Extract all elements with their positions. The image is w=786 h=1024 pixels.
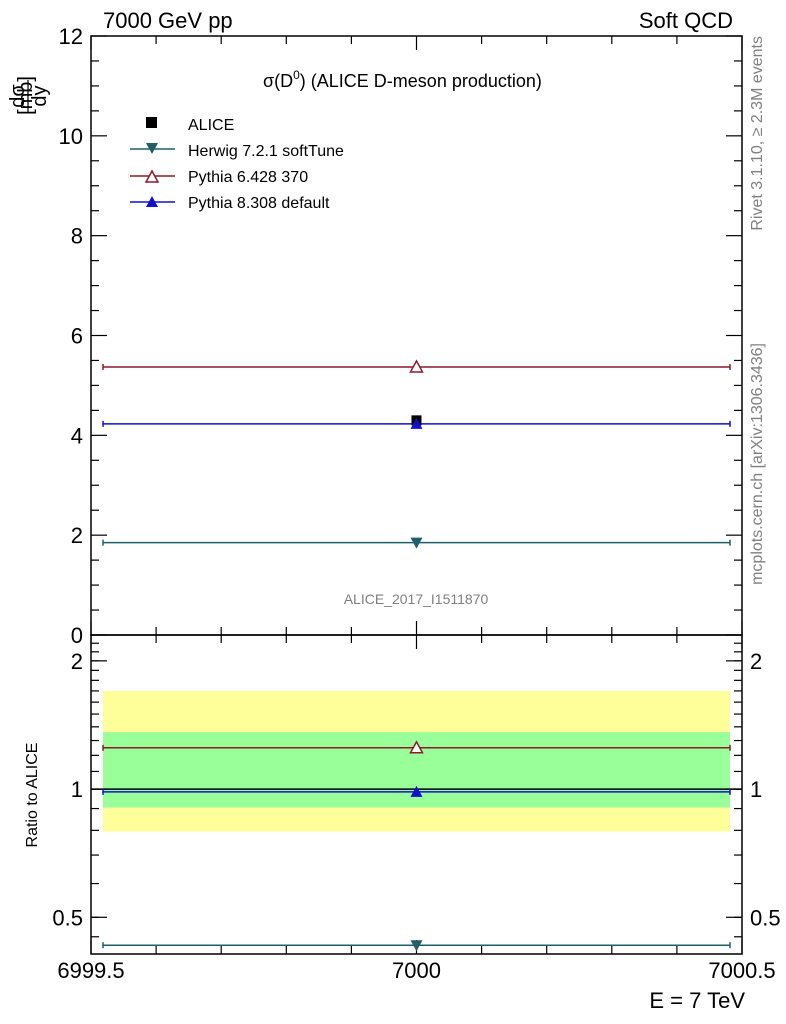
lower-axis-ticks: 0.5 0.5 1 1 2 2 6999.5 7000 7000.5 xyxy=(52,635,781,983)
ratio-data-marks xyxy=(91,740,742,952)
legend-label-herwig: Herwig 7.2.1 softTune xyxy=(188,143,344,160)
upper-ytick-label: 6 xyxy=(71,324,83,349)
ratio-ytick-label-left: 0.5 xyxy=(52,905,83,930)
upper-axis-ticks: 0 2 4 6 8 10 12 xyxy=(59,24,743,648)
upper-y-label: dσ dy [mb] xyxy=(7,76,51,115)
ylabel-numerator: dσ xyxy=(7,84,29,108)
series-point-1 xyxy=(410,537,423,549)
series-point-3 xyxy=(410,417,423,429)
legend: ALICE Herwig 7.2.1 softTune Pythia 6.428… xyxy=(130,117,344,212)
ylabel-denominator: dy xyxy=(29,85,51,106)
upper-title: σ(D0) (ALICE D-meson production) xyxy=(263,68,542,91)
ratio-point-1 xyxy=(410,940,423,952)
legend-marker-pythia6 xyxy=(144,169,160,183)
xtick-label: 6999.5 xyxy=(57,958,124,983)
ratio-panel: 0.5 0.5 1 1 2 2 6999.5 7000 7000.5 Ratio to ALIC… xyxy=(24,634,781,1013)
upper-ytick-label: 4 xyxy=(71,423,83,448)
title-prefix: σ(D xyxy=(263,71,293,91)
ylabel-unit: [mb] xyxy=(15,76,37,115)
mcplots-text: mcplots.cern.ch [arXiv:1306.3436] xyxy=(749,343,766,585)
header-right: Soft QCD xyxy=(639,8,733,33)
ratio-point-3 xyxy=(410,785,423,797)
ratio-ytick-label-left: 2 xyxy=(71,649,83,674)
upper-ytick-label: 0 xyxy=(71,623,83,648)
legend-marker-alice xyxy=(146,117,157,128)
upper-ytick-label: 12 xyxy=(59,24,83,49)
series-point-2 xyxy=(409,359,424,373)
header-left: 7000 GeV pp xyxy=(103,8,233,33)
legend-label-pythia8: Pythia 8.308 default xyxy=(188,195,330,212)
ratio-ytick-label-right: 0.5 xyxy=(750,905,781,930)
ratio-point-2 xyxy=(409,740,424,754)
xtick-label: 7000.5 xyxy=(708,958,775,983)
x-axis-label: E = 7 TeV xyxy=(649,988,745,1013)
upper-ytick-label: 10 xyxy=(59,124,83,149)
legend-label-alice: ALICE xyxy=(188,117,234,134)
rivet-version-text: Rivet 3.1.10, ≥ 2.3M events xyxy=(749,36,766,231)
upper-ytick-label: 2 xyxy=(71,523,83,548)
analysis-id: ALICE_2017_I1511870 xyxy=(344,591,489,607)
title-sup: 0 xyxy=(293,68,300,82)
uncertainty-bands xyxy=(103,690,730,832)
legend-label-pythia6: Pythia 6.428 370 xyxy=(188,169,308,186)
title-suffix: ) (ALICE D-meson production) xyxy=(300,71,542,91)
xtick-label: 7000 xyxy=(392,958,441,983)
upper-data-marks xyxy=(102,359,731,549)
ratio-y-label: Ratio to ALICE xyxy=(24,743,41,848)
upper-ytick-label: 8 xyxy=(71,224,83,249)
legend-marker-pythia8 xyxy=(146,196,158,207)
ratio-ytick-label-right: 1 xyxy=(750,777,762,802)
ratio-ytick-label-left: 1 xyxy=(71,777,83,802)
legend-marker-herwig xyxy=(146,143,158,154)
ratio-ytick-label-right: 2 xyxy=(750,649,762,674)
